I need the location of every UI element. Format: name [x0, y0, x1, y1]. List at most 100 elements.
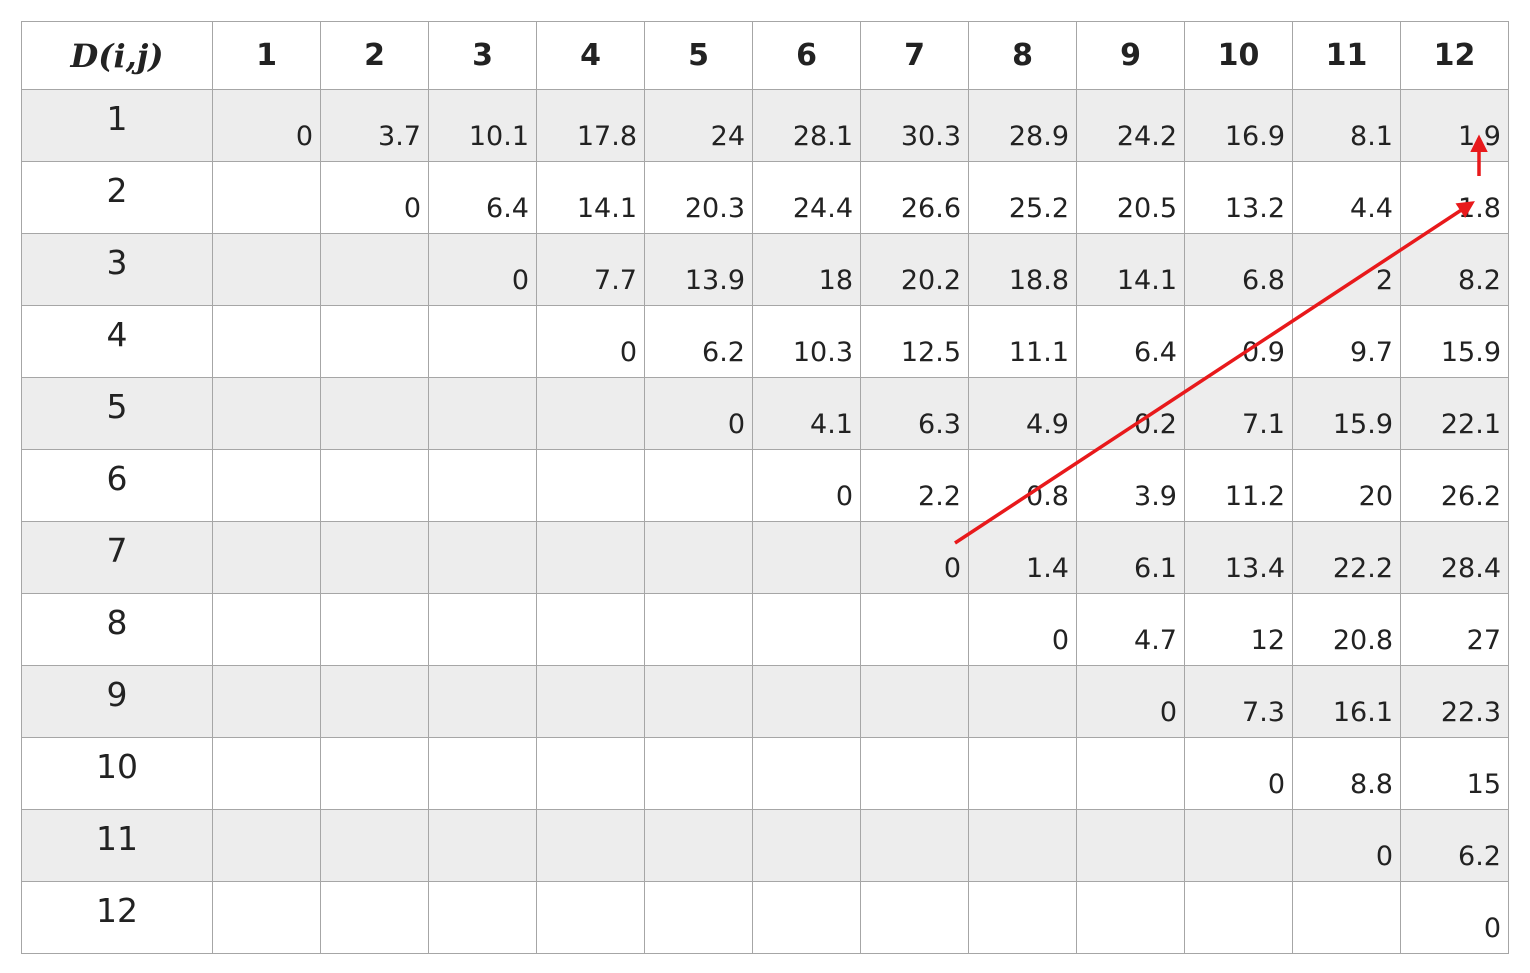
table-cell	[320, 233, 429, 306]
table-cell	[752, 593, 861, 666]
table-row: 9 0 7.3 16.1 22.3	[21, 665, 1509, 738]
table-row: 5 0 4.1 6.3 4.9 0.2 7.1 15.9 22.1	[21, 377, 1509, 450]
table-cell	[536, 377, 645, 450]
table-cell	[428, 449, 537, 522]
table-cell	[968, 809, 1077, 882]
table-cell	[212, 161, 321, 234]
table-cell: 6.2	[1400, 809, 1509, 882]
row-header: 10	[21, 737, 213, 810]
row-header: 12	[21, 881, 213, 954]
column-header: 6	[752, 21, 861, 90]
table-cell: 11.2	[1184, 449, 1293, 522]
table-cell: 15.9	[1400, 305, 1509, 378]
table-cell: 26.6	[860, 161, 969, 234]
table-cell: 18.8	[968, 233, 1077, 306]
table-row: 8 0 4.7 12 20.8 27	[21, 593, 1509, 666]
table-row: 10 0 8.8 15	[21, 737, 1509, 810]
table-cell: 6.1	[1076, 521, 1185, 594]
table-cell	[1076, 809, 1185, 882]
table-cell	[752, 809, 861, 882]
header-row: D(i,j) 1 2 3 4 5 6 7 8 9 10 11 12	[21, 21, 1509, 90]
row-header: 9	[21, 665, 213, 738]
table-cell	[320, 449, 429, 522]
row-header: 4	[21, 305, 213, 378]
table-cell: 2	[1292, 233, 1401, 306]
table-cell	[212, 809, 321, 882]
row-header: 8	[21, 593, 213, 666]
table-cell	[428, 881, 537, 954]
table-cell: 1.4	[968, 521, 1077, 594]
table-cell: 7.1	[1184, 377, 1293, 450]
table-cell: 17.8	[536, 89, 645, 162]
column-header: 7	[860, 21, 969, 90]
table-cell: 0	[1184, 737, 1293, 810]
table-cell	[644, 881, 753, 954]
table-cell: 0	[428, 233, 537, 306]
table-cell: 0	[1292, 809, 1401, 882]
table-cell: 0.2	[1076, 377, 1185, 450]
table-cell: 14.1	[536, 161, 645, 234]
table-cell: 24.4	[752, 161, 861, 234]
distance-table-container: D(i,j) 1 2 3 4 5 6 7 8 9 10 11 12 1 0 3.7 10.1 17.8 24 28…	[21, 21, 1509, 954]
table-cell: 20.8	[1292, 593, 1401, 666]
column-header: 2	[320, 21, 429, 90]
table-cell	[536, 449, 645, 522]
table-cell	[212, 737, 321, 810]
table-cell: 0	[752, 449, 861, 522]
table-cell: 0	[1076, 665, 1185, 738]
row-header: 7	[21, 521, 213, 594]
table-row: 11 0 6.2	[21, 809, 1509, 882]
table-cell: 16.1	[1292, 665, 1401, 738]
table-cell	[428, 737, 537, 810]
table-cell	[1076, 881, 1185, 954]
table-cell	[212, 377, 321, 450]
table-cell	[860, 881, 969, 954]
table-cell: 22.3	[1400, 665, 1509, 738]
table-cell	[536, 665, 645, 738]
table-cell	[644, 449, 753, 522]
table-cell: 27	[1400, 593, 1509, 666]
table-cell	[752, 665, 861, 738]
table-cell	[428, 809, 537, 882]
table-cell: 6.3	[860, 377, 969, 450]
table-cell	[320, 305, 429, 378]
table-row: 7 0 1.4 6.1 13.4 22.2 28.4	[21, 521, 1509, 594]
column-header: 11	[1292, 21, 1401, 90]
table-cell: 14.1	[1076, 233, 1185, 306]
table-cell	[428, 377, 537, 450]
table-cell	[536, 881, 645, 954]
table-cell	[752, 521, 861, 594]
table-cell: 12.5	[860, 305, 969, 378]
table-cell: 15.9	[1292, 377, 1401, 450]
table-cell: 0	[536, 305, 645, 378]
distance-matrix-table: D(i,j) 1 2 3 4 5 6 7 8 9 10 11 12 1 0 3.7 10.1 17.8 24 28…	[21, 21, 1509, 954]
table-cell: 0	[644, 377, 753, 450]
table-cell: 6.2	[644, 305, 753, 378]
table-cell	[320, 737, 429, 810]
table-cell	[752, 881, 861, 954]
table-cell	[212, 449, 321, 522]
table-cell	[212, 881, 321, 954]
table-cell	[1184, 809, 1293, 882]
table-cell: 24	[644, 89, 753, 162]
table-cell	[212, 665, 321, 738]
table-cell: 28.9	[968, 89, 1077, 162]
table-cell	[320, 809, 429, 882]
table-row: 3 0 7.7 13.9 18 20.2 18.8 14.1 6.8 2 8.2	[21, 233, 1509, 306]
table-cell: 20	[1292, 449, 1401, 522]
table-row: 2 0 6.4 14.1 20.3 24.4 26.6 25.2 20.5 13.2 4.4 1.8	[21, 161, 1509, 234]
column-header: 1	[212, 21, 321, 90]
table-cell: 13.2	[1184, 161, 1293, 234]
table-cell	[428, 521, 537, 594]
table-cell	[860, 665, 969, 738]
row-header: 11	[21, 809, 213, 882]
table-cell: 24.2	[1076, 89, 1185, 162]
column-header: 5	[644, 21, 753, 90]
column-header: 8	[968, 21, 1077, 90]
table-row: 4 0 6.2 10.3 12.5 11.1 6.4 0.9 9.7 15.9	[21, 305, 1509, 378]
table-cell	[752, 737, 861, 810]
row-header: 2	[21, 161, 213, 234]
table-cell: 25.2	[968, 161, 1077, 234]
table-cell	[860, 809, 969, 882]
table-row: 1 0 3.7 10.1 17.8 24 28.1 30.3 28.9 24.2 16.9 8.1 1.…	[21, 89, 1509, 162]
